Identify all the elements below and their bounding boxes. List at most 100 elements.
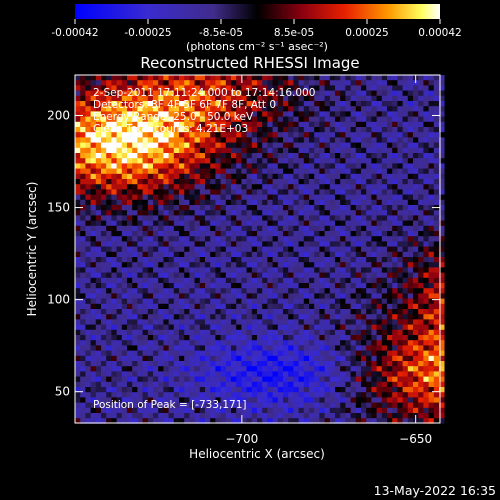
heatmap-cell (413, 95, 419, 102)
heatmap-cell (205, 95, 211, 102)
heatmap-cell (173, 267, 180, 273)
heatmap-cell (392, 418, 398, 424)
heatmap-cell (303, 407, 310, 414)
heatmap-cell (283, 225, 289, 232)
heatmap-cell (413, 324, 419, 331)
heatmap-cell (314, 132, 320, 138)
heatmap-cell (241, 371, 247, 377)
heatmap-cell (101, 220, 107, 227)
heatmap-cell (90, 132, 97, 138)
heatmap-cell (407, 340, 414, 346)
heatmap-cell (366, 231, 372, 237)
heatmap-cell (142, 137, 149, 143)
heatmap-cell (147, 335, 154, 341)
heatmap-cell (324, 85, 331, 91)
heatmap-cell (95, 132, 102, 138)
heatmap-cell (85, 324, 91, 331)
heatmap-cell (90, 350, 97, 357)
heatmap-cell (277, 194, 284, 201)
heatmap-cell (147, 257, 154, 263)
heatmap-cell (309, 121, 315, 128)
heatmap-cell (111, 95, 117, 102)
heatmap-cell (381, 402, 388, 409)
heatmap-cell (163, 231, 169, 237)
heatmap-cell (210, 267, 216, 273)
heatmap-cell (376, 387, 383, 393)
heatmap-cell (387, 397, 393, 403)
heatmap-cell (387, 371, 393, 377)
heatmap-cell (251, 350, 258, 357)
heatmap-cell (75, 309, 81, 315)
heatmap-cell (75, 298, 81, 305)
heatmap-cell (371, 298, 377, 305)
heatmap-cell (137, 90, 143, 97)
heatmap-cell (142, 272, 149, 279)
colorbar-ticks (74, 19, 441, 24)
heatmap-cell (407, 361, 414, 367)
heatmap-cell (80, 324, 86, 331)
heatmap-cell (127, 179, 133, 185)
heatmap-cell (428, 85, 435, 91)
heatmap-cell (345, 262, 351, 268)
heatmap-cell (381, 231, 388, 237)
heatmap-cell (277, 303, 284, 310)
heatmap-cell (236, 111, 242, 117)
heatmap-cell (153, 371, 159, 377)
heatmap-cell (85, 90, 91, 97)
heatmap-cell (111, 158, 117, 164)
heatmap-cell (194, 262, 201, 268)
heatmap-cell (163, 189, 169, 195)
heatmap-cell (267, 189, 273, 195)
heatmap-cell (236, 361, 242, 367)
heatmap-cell (116, 173, 123, 180)
heatmap-cell (428, 168, 435, 175)
heatmap-cell (199, 402, 206, 409)
heatmap-cell (428, 314, 435, 320)
heatmap-cell (381, 413, 388, 419)
heatmap-cell (101, 345, 107, 351)
heatmap-cell (251, 168, 258, 175)
heatmap-cell (293, 205, 299, 211)
heatmap-cell (376, 231, 383, 237)
heatmap-cell (241, 127, 247, 133)
heatmap-cell (199, 116, 206, 123)
heatmap-cell (116, 111, 123, 117)
heatmap-cell (319, 329, 325, 336)
heatmap-cell (220, 251, 227, 258)
heatmap-cell (189, 210, 195, 216)
heatmap-cell (350, 309, 357, 315)
heatmap-cell (350, 236, 357, 242)
heatmap-cell (205, 340, 211, 346)
heatmap-cell (392, 142, 398, 149)
heatmap-cell (121, 116, 128, 123)
heatmap-cell (371, 277, 377, 284)
heatmap-cell (147, 116, 154, 123)
heatmap-cell (75, 142, 81, 149)
heatmap-cell (251, 314, 258, 320)
heatmap-cell (205, 106, 211, 112)
heatmap-cell (340, 220, 346, 227)
heatmap-cell (153, 387, 159, 393)
heatmap-cell (309, 231, 315, 237)
heatmap-cell (439, 205, 445, 211)
heatmap-cell (397, 392, 403, 398)
heatmap-cell (199, 293, 206, 299)
heatmap-cell (298, 392, 305, 398)
heatmap-cell (95, 418, 102, 424)
heatmap-cell (288, 194, 294, 201)
heatmap-cell (402, 179, 409, 185)
y-tick-label: 150 (47, 201, 70, 215)
heatmap-cell (189, 236, 195, 242)
heatmap-cell (246, 194, 253, 201)
heatmap-cell (288, 80, 294, 86)
heatmap-cell (433, 168, 440, 175)
heatmap-cell (277, 246, 284, 253)
heatmap-cell (132, 267, 138, 273)
heatmap-cell (366, 210, 372, 216)
heatmap-cell (335, 257, 341, 263)
heatmap-cell (137, 257, 143, 263)
heatmap-cell (371, 173, 377, 180)
heatmap-cell (407, 402, 414, 409)
heatmap-cell (309, 413, 315, 419)
